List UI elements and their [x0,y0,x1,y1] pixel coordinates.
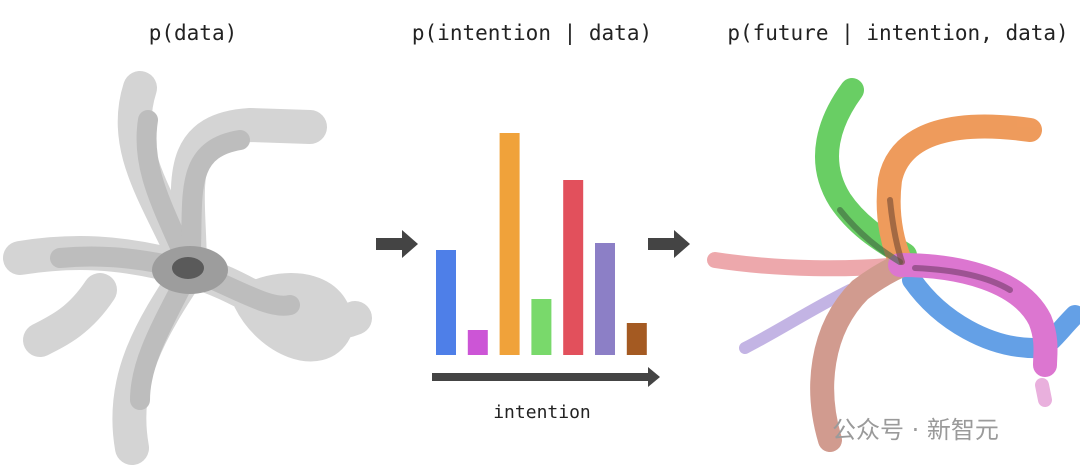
axis-label: intention [493,402,591,423]
panel-title: p(future | intention, data) [727,21,1068,46]
panel-title: p(data) [149,21,238,45]
arrow [376,230,418,258]
bar [467,330,488,355]
bar-group [436,133,647,355]
bar [563,180,584,355]
density-blob [3,71,372,465]
bar [595,243,615,355]
bar [499,133,520,355]
panel-title: p(intention | data) [412,21,652,46]
arrow [648,230,690,258]
bar [436,250,456,355]
axis-arrow [432,367,660,387]
bar [626,323,647,355]
trajectories [707,78,1080,452]
watermark: 公众号 · 新智元 [832,416,999,444]
bar [531,299,552,355]
